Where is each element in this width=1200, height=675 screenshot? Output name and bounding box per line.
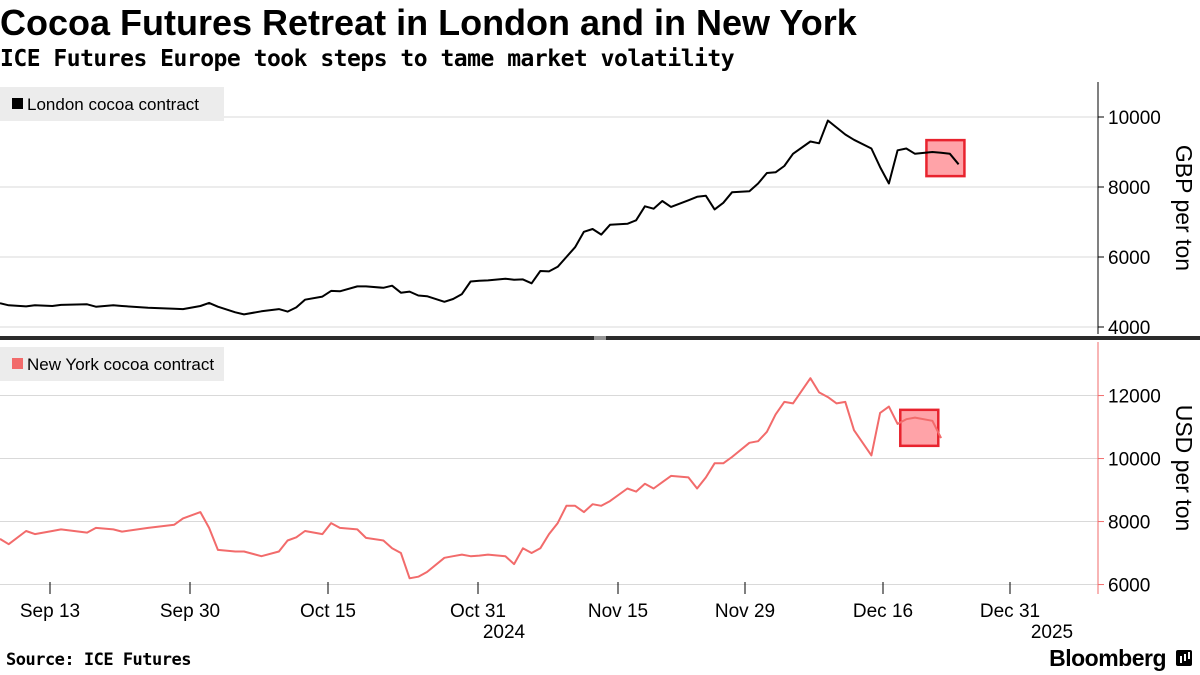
x-tick-label: Dec 31 xyxy=(980,601,1040,622)
separator-bar xyxy=(0,336,1200,340)
y-axis-title: USD per ton xyxy=(1171,405,1197,532)
y-tick-label: 8000 xyxy=(1108,178,1150,199)
x-axis: Sep 13 Sep 30 Oct 15 Oct 31 Nov 15 Nov 29 Dec … xyxy=(20,582,1073,640)
y-tick-label: 12000 xyxy=(1108,387,1161,408)
x-tick-label: Oct 15 xyxy=(300,601,356,622)
x-tick-label: Nov 29 xyxy=(715,601,775,622)
panel-separator[interactable] xyxy=(0,336,1200,340)
legend-label: New York cocoa contract xyxy=(27,355,214,374)
y-tick-label: 6000 xyxy=(1108,576,1150,597)
legend-box xyxy=(0,347,224,381)
y-tick-label: 10000 xyxy=(1108,450,1161,471)
source-note: Source: ICE Futures xyxy=(6,650,191,670)
legend-box xyxy=(0,87,224,121)
y-tick-label: 6000 xyxy=(1108,248,1150,269)
y-tick-label: 8000 xyxy=(1108,513,1150,534)
legend-swatch xyxy=(12,98,23,109)
highlight-box xyxy=(899,408,940,448)
chart-subtitle: ICE Futures Europe took steps to tame ma… xyxy=(0,46,735,72)
x-tick-label: Nov 15 xyxy=(588,601,648,622)
chart-title: Cocoa Futures Retreat in London and in N… xyxy=(0,2,857,43)
highlight-box xyxy=(925,138,966,178)
series-line xyxy=(0,377,942,580)
x-tick-label: Sep 13 xyxy=(20,601,80,622)
bloomberg-logo: Bloomberg xyxy=(1049,645,1166,671)
x-tick-label: Sep 30 xyxy=(160,601,220,622)
x-year-label: 2025 xyxy=(1031,622,1073,640)
y-tick-label: 10000 xyxy=(1108,108,1161,129)
x-tick-label: Oct 31 xyxy=(450,601,506,622)
bloomberg-chart-icon xyxy=(1176,650,1192,666)
ny-panel: 6000 8000 10000 12000 USD per ton New York co… xyxy=(0,342,1197,597)
chart-area: 4000 6000 8000 10000 GBP per ton London cocoa… xyxy=(0,82,1200,640)
y-tick-label: 4000 xyxy=(1108,318,1150,339)
london-panel: 4000 6000 8000 10000 GBP per ton London cocoa… xyxy=(0,82,1197,339)
series-line xyxy=(0,119,960,316)
legend-label: London cocoa contract xyxy=(27,95,199,114)
legend-swatch xyxy=(12,358,23,369)
y-axis-title: GBP per ton xyxy=(1171,145,1197,271)
x-tick-label: Dec 16 xyxy=(853,601,913,622)
x-year-label: 2024 xyxy=(483,622,526,640)
